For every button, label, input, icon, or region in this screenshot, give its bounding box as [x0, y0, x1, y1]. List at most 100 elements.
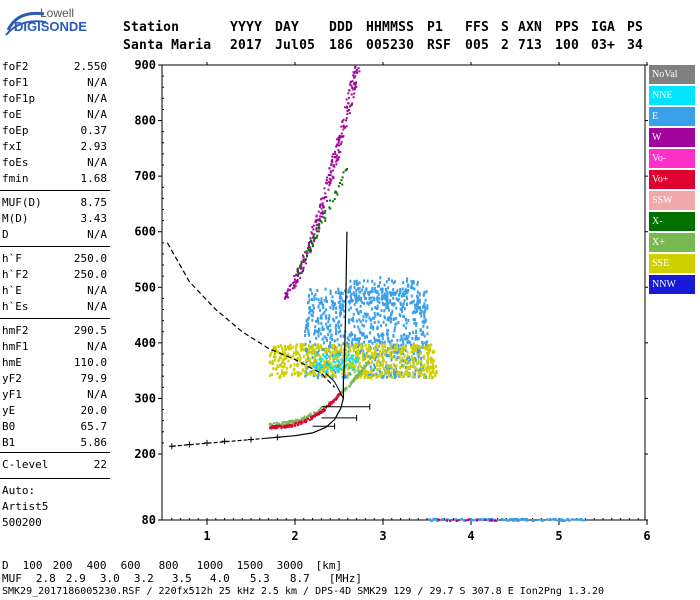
echo-e [391, 346, 394, 350]
echo-e [387, 354, 390, 358]
echo-e [414, 357, 417, 361]
echo-w [330, 159, 333, 162]
echo-vo-plus [293, 424, 296, 427]
echo-w [285, 291, 288, 294]
echo-noise [449, 519, 452, 522]
echo-e [355, 319, 358, 323]
param-row-fxi: fxI 2.93 [0, 140, 109, 156]
echo-sse [293, 367, 296, 371]
echo-w [344, 106, 347, 109]
echo-e [355, 279, 358, 283]
echo-e [341, 299, 344, 303]
echo-noise [476, 518, 479, 521]
param-name: fmin [2, 172, 29, 185]
echo-sse [412, 374, 415, 378]
echo-sse [384, 344, 387, 348]
echo-vo-plus [330, 402, 333, 405]
echo-e [412, 352, 415, 356]
echo-e [338, 306, 341, 310]
echo-e [329, 289, 332, 293]
echo-noise [436, 519, 440, 522]
echo-sse [379, 362, 382, 366]
echo-e [315, 319, 318, 323]
echo-e [382, 374, 385, 378]
echo-sse [383, 353, 386, 357]
echo-e [304, 326, 307, 330]
echo-sse [345, 358, 348, 362]
echo-e [326, 327, 329, 331]
echo-noise [465, 519, 468, 522]
echo-e [380, 295, 383, 299]
echo-sse [288, 347, 291, 351]
echo-sse [394, 345, 397, 349]
header-value-ffs: 005 [465, 38, 490, 53]
echo-w [297, 273, 300, 276]
echo-sse [427, 343, 430, 347]
echo-e [417, 348, 420, 352]
echo-e [358, 286, 361, 290]
echo-e [355, 288, 358, 292]
echo-e [405, 317, 408, 321]
echo-x-plus [348, 385, 351, 388]
echo-sse [362, 369, 365, 373]
echo-sse [399, 352, 402, 356]
echo-sse [407, 371, 410, 375]
echo-noise [493, 519, 496, 522]
echo-e [411, 311, 414, 315]
echo-w [337, 136, 340, 139]
echo-e [416, 282, 419, 286]
echo-e [325, 336, 328, 340]
echo-e [420, 356, 423, 360]
echo-e [381, 334, 384, 338]
echo-x-minus [345, 168, 348, 171]
echo-e [357, 325, 360, 329]
echo-e [317, 298, 320, 302]
echo-sse [365, 347, 368, 351]
echo-sse [380, 374, 383, 378]
echo-w [320, 198, 323, 201]
echo-e [379, 340, 382, 344]
echo-e [388, 340, 391, 344]
echo-sse [424, 347, 427, 351]
echo-e [316, 376, 319, 380]
echo-nne [351, 358, 354, 361]
echo-sse [402, 345, 405, 349]
echo-e [374, 314, 377, 318]
echo-sse [401, 356, 404, 360]
echo-w [349, 104, 352, 107]
echo-sse [335, 346, 338, 350]
echo-sse [309, 372, 312, 376]
echo-w [337, 149, 340, 152]
footer-muf-value: 3.0 [99, 572, 120, 585]
echo-e [355, 356, 358, 360]
echo-e [359, 320, 362, 324]
param-name: yE [2, 404, 16, 417]
echo-sse [293, 363, 296, 367]
echo-e [362, 315, 365, 319]
echo-w [318, 218, 321, 221]
echo-sse [282, 365, 285, 369]
echo-e [417, 301, 420, 305]
echo-w [327, 181, 330, 184]
echo-w [300, 272, 303, 275]
echo-e [367, 290, 370, 294]
echo-sse [382, 350, 385, 354]
echo-e [371, 373, 374, 377]
echo-sse [344, 348, 347, 352]
echo-sse [327, 365, 330, 369]
echo-sse [350, 344, 353, 348]
echo-sse [417, 358, 420, 362]
echo-e [329, 341, 332, 345]
echo-vo-plus [315, 414, 318, 417]
echo-nne [325, 363, 328, 366]
echo-w [348, 89, 351, 92]
echo-sse [412, 371, 415, 375]
echo-e [388, 291, 391, 295]
echo-w [302, 258, 305, 261]
echo-e [306, 350, 309, 354]
echo-x-plus [318, 409, 321, 412]
echo-sse [426, 360, 429, 364]
echo-nne [353, 359, 356, 362]
echo-e [339, 299, 342, 303]
echo-sse [295, 344, 298, 348]
